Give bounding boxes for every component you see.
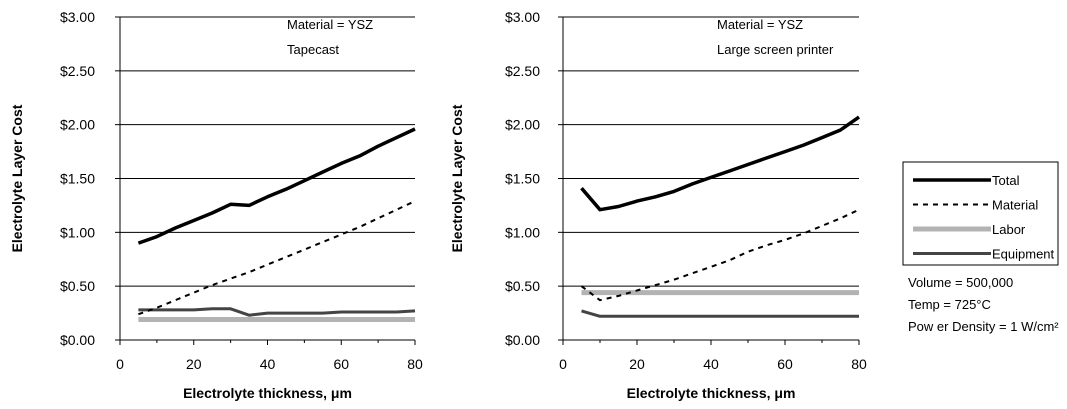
x-tick-label: 80 [851,356,867,372]
y-tick-label: $0.50 [505,278,540,294]
y-tick-label: $1.00 [505,224,540,240]
series-line-equipment [138,307,416,317]
y-tick-label: $1.50 [505,171,540,187]
y-tick-label: $1.00 [60,224,95,240]
y-axis-title: Electrolyte Layer Cost [9,104,25,252]
y-tick-label: $0.00 [60,332,95,348]
series-line-material [138,200,416,316]
chart-annotation: Material = YSZ [287,17,373,32]
y-tick-label: $2.00 [505,117,540,133]
run-parameters: Volume = 500,000 Temp = 725°C Pow er Den… [908,275,1059,334]
x-tick-label: 0 [116,356,124,372]
series-line-material [580,208,860,302]
note-volume: Volume = 500,000 [908,275,1013,290]
series-line-total [137,127,416,245]
note-power-density: Pow er Density = 1 W/cm² [908,319,1059,334]
x-tick-label: 40 [703,356,719,372]
y-tick-label: $0.50 [60,278,95,294]
legend-entry-total: Total [913,173,1020,188]
chart-annotation: Tapecast [287,42,339,57]
legend-label: Labor [992,222,1026,237]
y-tick-label: $2.50 [60,63,95,79]
x-tick-label: 20 [186,356,202,372]
y-tick-label: $3.00 [60,9,95,25]
legend: Total Material Labor Equipment [902,161,1059,266]
legend-label: Total [992,173,1020,188]
x-tick-label: 0 [559,356,567,372]
x-axis-title: Electrolyte thickness, μm [627,385,796,401]
chart-tapecast: $0.00 $0.50 $1.00 $1.50 $2.00 $2.50 $3.00 0 20 40… [9,9,423,401]
chart-screen-printer: $0.00 $0.50 $1.00 $1.50 $2.00 $2.50 $3.00 0 20 40… [449,9,867,401]
y-tick-label: $1.50 [60,171,95,187]
legend-entry-labor: Labor [913,222,1026,237]
x-tick-label: 80 [407,356,423,372]
x-tick-label: 60 [777,356,793,372]
x-tick-label: 40 [260,356,276,372]
y-tick-label: $2.50 [505,63,540,79]
chart-annotation: Large screen printer [717,42,834,57]
legend-label: Material [992,198,1038,213]
chart-annotation: Material = YSZ [717,17,803,32]
series-line-total [580,115,861,212]
y-axis-title: Electrolyte Layer Cost [449,104,465,252]
y-tick-label: $2.00 [60,117,95,133]
legend-entry-equipment: Equipment [913,247,1055,262]
legend-entry-material: Material [913,198,1038,213]
y-tick-label: $3.00 [505,9,540,25]
x-tick-label: 20 [629,356,645,372]
note-temp: Temp = 725°C [908,297,991,312]
x-axis-title: Electrolyte thickness, μm [183,385,352,401]
series-line-equipment [581,309,859,318]
legend-label: Equipment [992,247,1055,262]
y-tick-label: $0.00 [505,332,540,348]
x-tick-label: 60 [333,356,349,372]
